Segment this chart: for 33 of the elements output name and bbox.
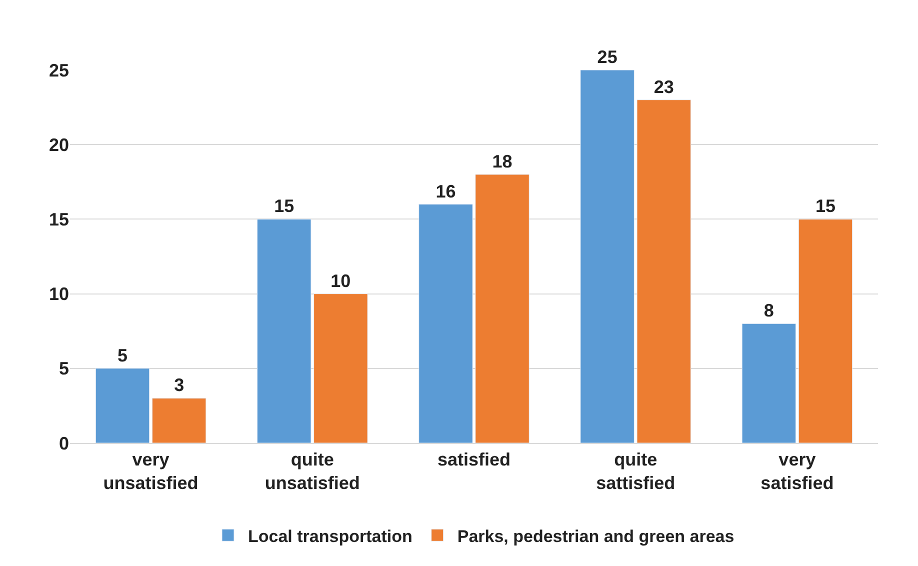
x-tick-label: quite sattisfied — [596, 450, 676, 493]
bar — [636, 100, 691, 443]
bar — [475, 174, 530, 443]
x-tick-label: quite unsatisfied — [264, 450, 360, 493]
data-label: 25 — [597, 47, 618, 67]
data-label: 15 — [815, 196, 836, 216]
bar — [742, 323, 796, 443]
x-tick-label: very unsatisfied — [103, 450, 198, 493]
bar — [418, 204, 473, 443]
data-label: 10 — [330, 270, 351, 291]
x-tick-label: very satisfied — [760, 450, 834, 493]
y-tick-label: 15 — [48, 210, 69, 230]
y-tick-label: 10 — [48, 284, 69, 304]
legend-label: Parks, pedestrian and green areas — [457, 526, 734, 546]
data-label: 18 — [492, 151, 512, 172]
legend-label: Local transportation — [248, 526, 412, 546]
bar — [798, 218, 853, 443]
y-tick-label: 5 — [58, 358, 69, 379]
y-tick-label: 0 — [58, 433, 69, 454]
data-label: 15 — [274, 196, 294, 216]
bar — [580, 70, 634, 443]
bar — [152, 398, 206, 443]
x-tick-label: satisfied — [437, 450, 511, 470]
bar — [257, 218, 312, 443]
bar — [95, 368, 150, 443]
data-label: 23 — [654, 76, 674, 97]
y-tick-label: 20 — [48, 134, 69, 155]
bar — [314, 294, 368, 443]
data-label: 5 — [118, 345, 128, 366]
data-label: 8 — [764, 300, 774, 321]
y-tick-label: 25 — [48, 60, 69, 80]
data-label: 3 — [174, 375, 184, 396]
data-label: 16 — [436, 181, 456, 202]
